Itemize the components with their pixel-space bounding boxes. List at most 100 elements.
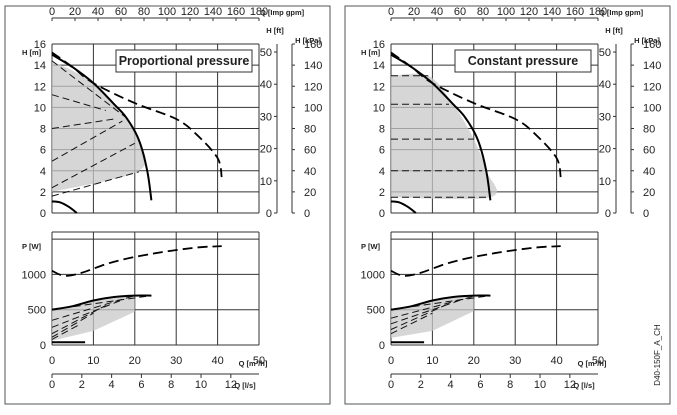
hq-setpoint-curve	[51, 171, 140, 197]
h-m-tick-label: 4	[379, 166, 385, 178]
panel-frame	[4, 5, 331, 405]
q-ls-tick-label: 10	[195, 379, 207, 391]
h-m-tick-label: 16	[34, 39, 46, 51]
h-kpa-tick-label: 140	[643, 60, 661, 72]
q-ls-tick-label: 4	[448, 379, 454, 391]
gpm-axis-unit: Q [Imp gpm]	[599, 8, 644, 17]
h-kpa-tick-label: 0	[304, 208, 310, 220]
power-setpoint-curve	[51, 323, 82, 340]
power-setpoint-curve	[51, 312, 94, 338]
q-ls-tick-label: 2	[79, 379, 85, 391]
h-m-tick-label: 8	[379, 124, 385, 136]
power-max-curve	[390, 294, 491, 311]
h-m-tick-label: 14	[373, 60, 385, 72]
hq-operating-area	[52, 60, 146, 192]
q-ls-tick-label: 10	[534, 379, 546, 391]
q-m3h-tick-label: 30	[509, 355, 521, 367]
p-w-axis-unit: P [W]	[22, 242, 42, 251]
gpm-tick-label: 0	[388, 6, 394, 18]
gpm-tick-label: 60	[454, 6, 466, 18]
q-ls-tick-label: 4	[109, 379, 115, 391]
h-ft-tick-label: 10	[599, 176, 611, 188]
h-m-tick-label: 16	[373, 39, 385, 51]
q-ls-tick-label: 6	[477, 379, 483, 391]
q-m3h-tick-label: 10	[426, 355, 438, 367]
h-ft-tick-label: 0	[605, 208, 611, 220]
h-m-tick-label: 14	[34, 60, 46, 72]
q-m3h-axis-unit: Q [m³/h]	[239, 359, 268, 368]
q-ls-tick-label: 2	[418, 379, 424, 391]
hq-setpoint-curve	[51, 60, 127, 119]
gpm-tick-label: 100	[158, 6, 176, 18]
h-ft-tick-label: 50	[260, 47, 272, 59]
h-ft-tick-label: 0	[266, 208, 272, 220]
q-ls-tick-label: 12	[225, 379, 237, 391]
power-max-curve	[51, 294, 152, 311]
gpm-tick-label: 140	[204, 6, 222, 18]
gpm-tick-label: 20	[69, 6, 81, 18]
h-ft-tick-label: 30	[260, 111, 272, 123]
p-w-axis-unit: P [W]	[361, 242, 381, 251]
power-setpoint-curve	[51, 304, 107, 335]
h-m-axis-unit: H [m]	[22, 48, 42, 57]
h-ft-axis-unit: H [ft]	[605, 26, 623, 35]
hq-max-dashed-curve	[390, 51, 562, 178]
gpm-tick-label: 160	[227, 6, 245, 18]
q-m3h-tick-label: 20	[129, 355, 141, 367]
gpm-tick-label: 180	[250, 6, 268, 18]
h-m-tick-label: 0	[379, 208, 385, 220]
q-ls-tick-label: 0	[388, 379, 394, 391]
p-w-tick-label: 500	[28, 305, 46, 317]
q-ls-tick-label: 12	[564, 379, 576, 391]
gpm-tick-label: 20	[408, 6, 420, 18]
chart-title: Constant pressure	[468, 54, 578, 68]
power-setpoint-curve	[390, 299, 462, 325]
h-ft-tick-label: 40	[599, 79, 611, 91]
q-m3h-tick-label: 10	[87, 355, 99, 367]
h-kpa-tick-label: 40	[643, 166, 655, 178]
q-ls-tick-label: 8	[507, 379, 513, 391]
h-kpa-tick-label: 60	[304, 145, 316, 157]
q-ls-tick-label: 8	[168, 379, 174, 391]
p-w-tick-label: 0	[40, 340, 46, 352]
gpm-tick-label: 120	[181, 6, 199, 18]
h-m-tick-label: 10	[373, 102, 385, 114]
p-w-tick-label: 500	[367, 305, 385, 317]
h-kpa-tick-label: 140	[304, 60, 322, 72]
power-setpoint-curve	[390, 295, 474, 319]
q-ls-axis-unit: Q [l/s]	[234, 381, 256, 390]
hq-max-curve	[390, 53, 492, 201]
chart-title-box	[454, 49, 592, 73]
h-m-tick-label: 12	[34, 81, 46, 93]
hq-setpoint-curve	[51, 94, 106, 111]
gpm-tick-label: 100	[497, 6, 515, 18]
gpm-tick-label: 40	[431, 6, 443, 18]
power-setpoint-curve	[390, 312, 433, 335]
h-kpa-tick-label: 120	[304, 81, 322, 93]
h-kpa-tick-label: 80	[643, 124, 655, 136]
h-m-tick-label: 8	[40, 124, 46, 136]
h-kpa-tick-label: 20	[304, 187, 316, 199]
h-m-tick-label: 4	[40, 166, 46, 178]
h-kpa-tick-label: 0	[643, 208, 649, 220]
h-m-tick-label: 2	[379, 187, 385, 199]
gpm-tick-label: 0	[49, 6, 55, 18]
h-m-axis-unit: H [m]	[361, 48, 381, 57]
q-m3h-tick-label: 0	[49, 355, 55, 367]
h-ft-axis-unit: H [ft]	[266, 26, 284, 35]
power-setpoint-curve	[390, 304, 446, 330]
h-kpa-tick-label: 80	[304, 124, 316, 136]
h-ft-tick-label: 40	[260, 79, 272, 91]
q-m3h-tick-label: 0	[388, 355, 394, 367]
h-ft-tick-label: 30	[599, 111, 611, 123]
q-m3h-tick-label: 20	[468, 355, 480, 367]
q-m3h-axis-unit: Q [m³/h]	[578, 359, 607, 368]
power-max-dashed-curve	[51, 245, 222, 277]
hq-max-curve	[51, 53, 153, 201]
h-kpa-tick-label: 60	[643, 145, 655, 157]
q-m3h-tick-label: 50	[592, 355, 604, 367]
hq-min-curve	[51, 200, 78, 214]
h-kpa-tick-label: 120	[643, 81, 661, 93]
gpm-axis-unit: Q [Imp gpm]	[260, 8, 305, 17]
